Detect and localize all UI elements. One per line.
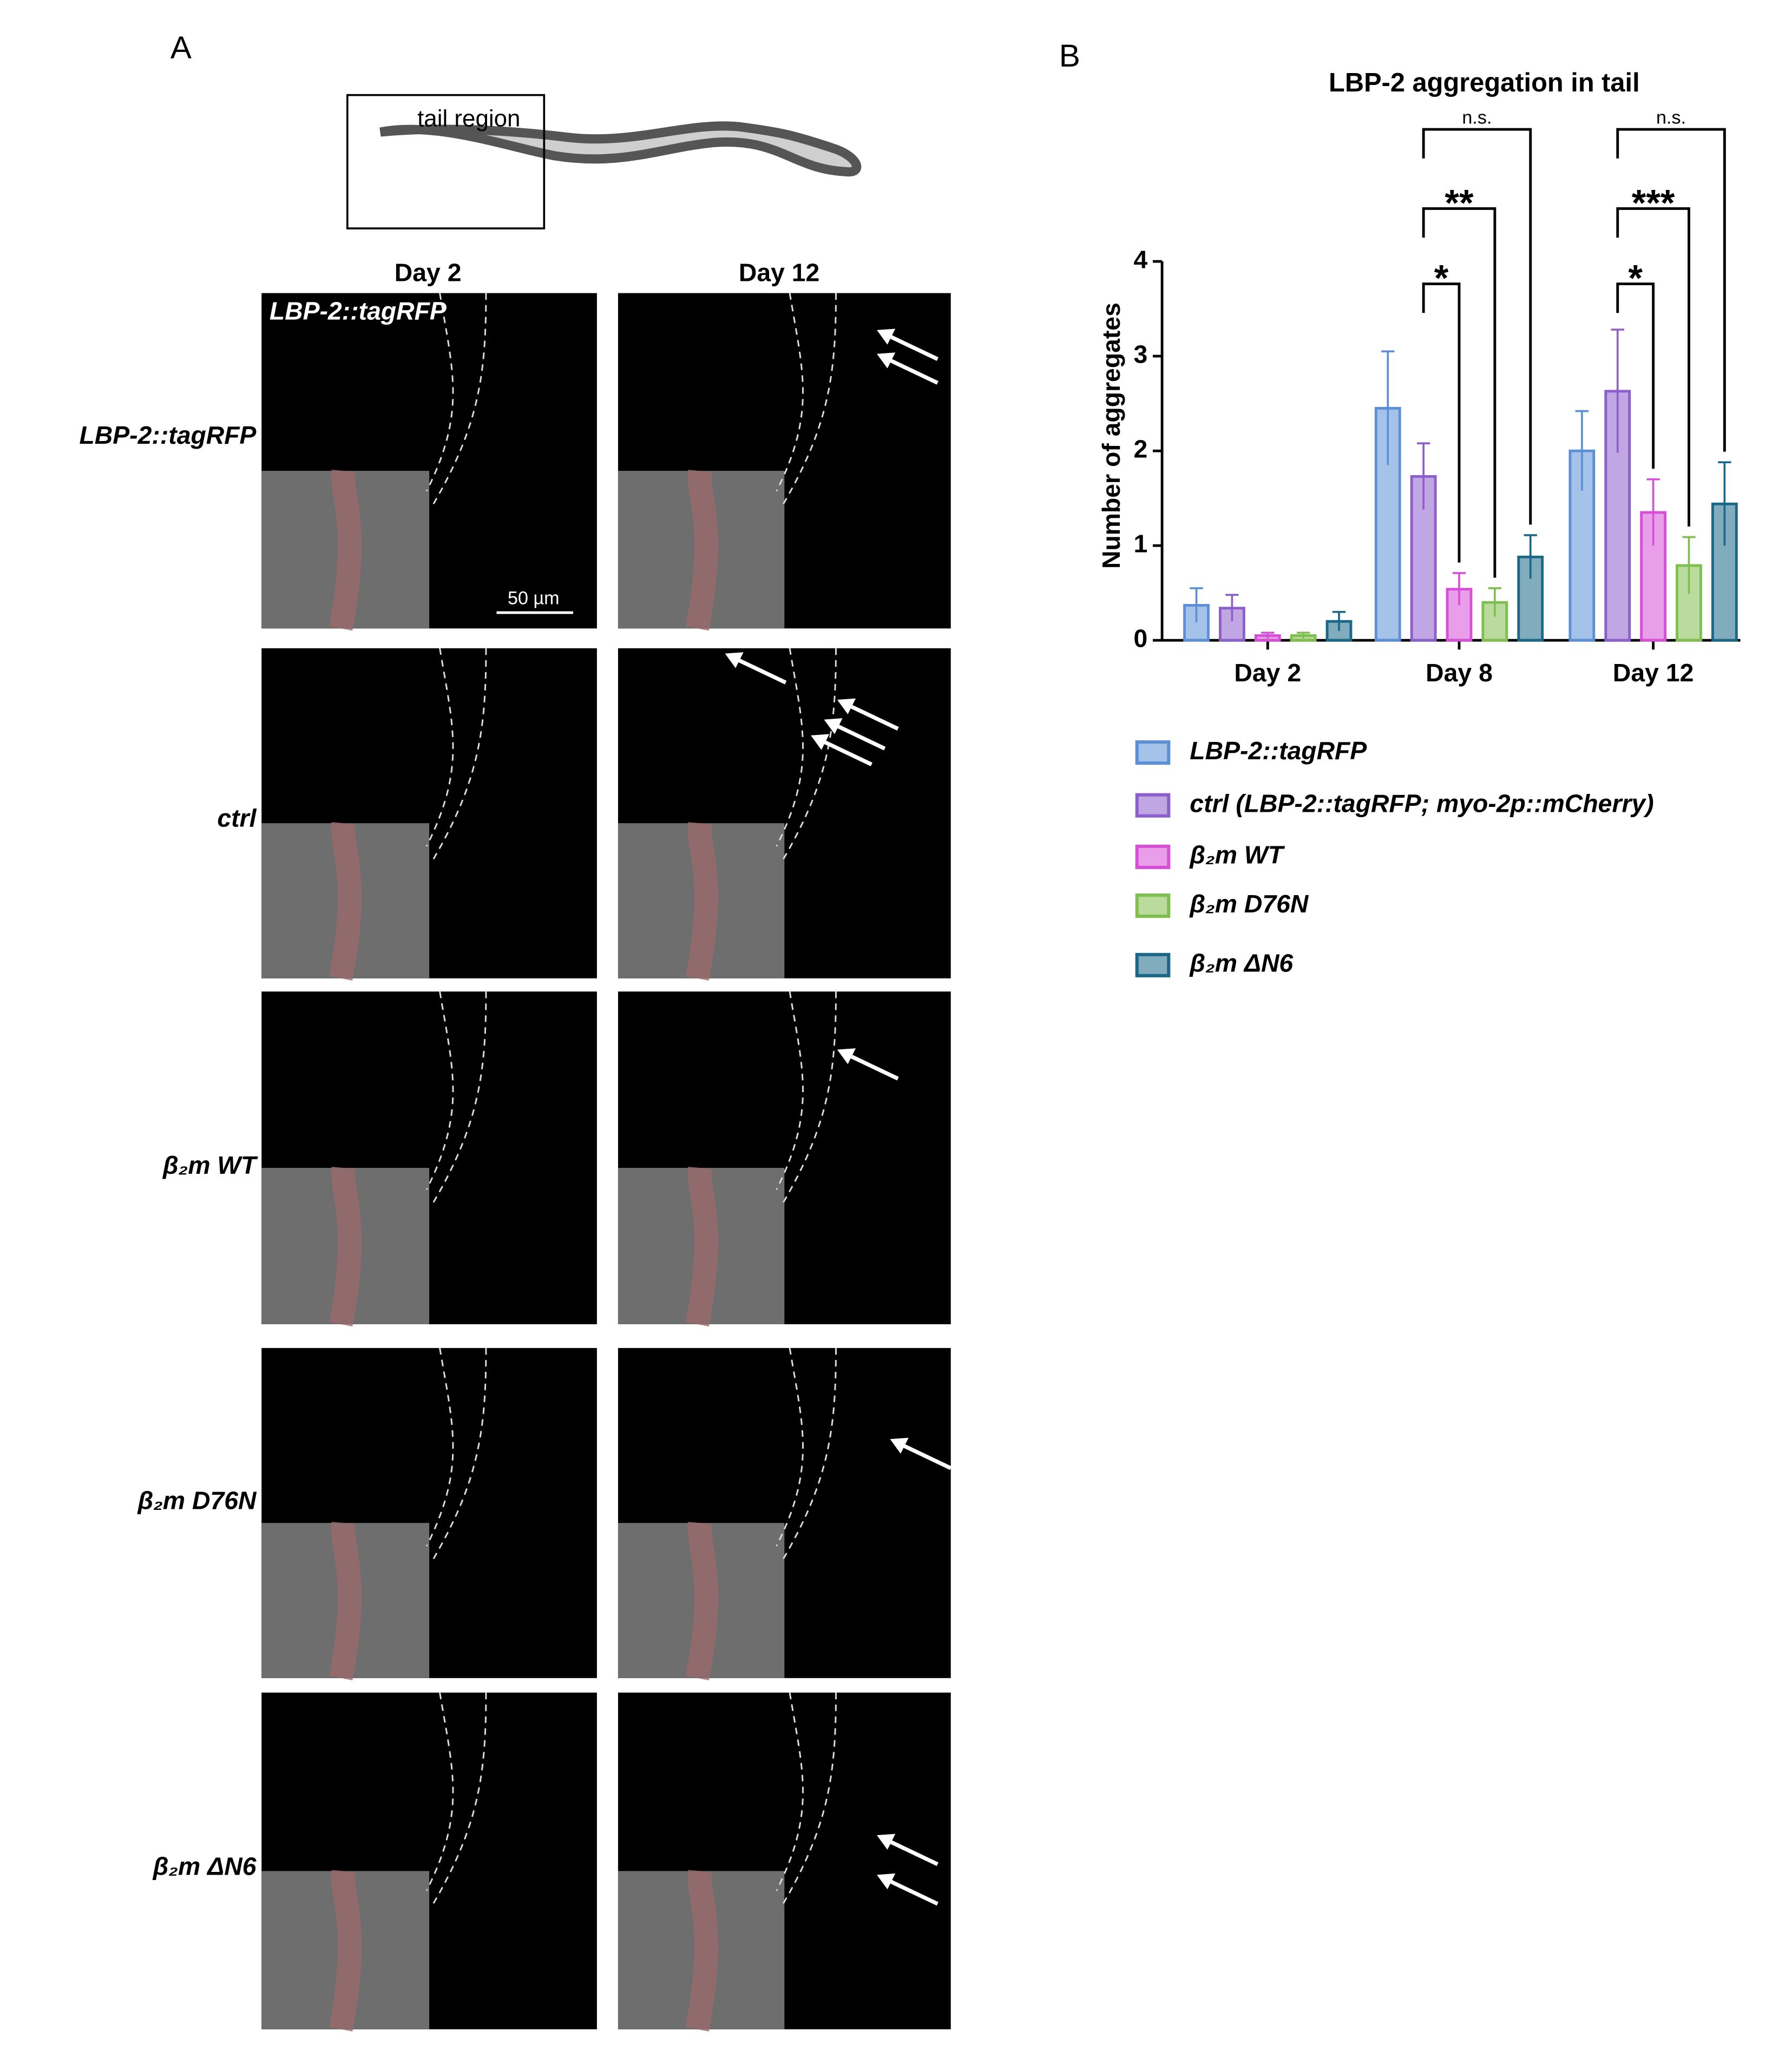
x-tick-label: Day 8 [1426, 659, 1493, 687]
outline [425, 991, 487, 1204]
arrow-head [811, 734, 830, 750]
y-tick-label: 2 [1133, 435, 1147, 463]
arrow [842, 700, 899, 731]
outline [425, 648, 487, 860]
column-label: Day 12 [739, 259, 819, 287]
significance-label: * [1434, 258, 1449, 299]
legend-swatch [1135, 793, 1171, 818]
arrow-head [877, 1833, 896, 1850]
significance-bracket [1616, 128, 1726, 452]
significance-bracket [1616, 207, 1690, 527]
legend-label: β₂m D76N [1189, 890, 1309, 918]
arrow [881, 1875, 938, 1906]
significance-label: n.s. [1656, 108, 1686, 128]
tail-box [346, 94, 546, 229]
arrow-head [824, 718, 843, 734]
legend-swatch [1135, 952, 1171, 977]
arrow [881, 1836, 938, 1867]
arrow-head [890, 1437, 909, 1454]
outline [776, 648, 837, 860]
legend-label: β₂m WT [1189, 841, 1285, 869]
image-label: LBP-2::tagRFP [270, 297, 447, 325]
significance-bracket [1422, 282, 1461, 563]
bar [1218, 607, 1245, 642]
worm-schematic [379, 121, 862, 177]
x-tick-label: Day 12 [1613, 659, 1693, 687]
legend-label: β₂m ΔN6 [1189, 949, 1294, 977]
significance-label: * [1628, 258, 1643, 299]
significance-bracket [1616, 282, 1655, 469]
arrow [894, 1440, 952, 1470]
worm-tail [685, 469, 718, 631]
significance-bracket [1422, 207, 1496, 578]
outline [425, 293, 487, 505]
outline [776, 1692, 837, 1904]
worm-tail [329, 822, 362, 981]
arrow [842, 1050, 899, 1081]
legend-swatch [1135, 740, 1171, 765]
significance-label: ** [1445, 183, 1474, 224]
arrow [729, 654, 787, 685]
row-label: β₂m WT [162, 1151, 258, 1179]
significance-label: n.s. [1462, 108, 1492, 128]
significance-label: *** [1632, 183, 1675, 224]
worm-tail [329, 1521, 362, 1680]
worm-tail [685, 822, 718, 981]
arrow-head [877, 328, 896, 345]
schematic-label: tail region [417, 106, 520, 132]
outline [425, 1692, 487, 1904]
y-tick-label: 3 [1133, 340, 1147, 368]
panel-label: B [1059, 38, 1080, 74]
worm-tail [329, 1870, 362, 2032]
legend-swatch [1135, 844, 1171, 869]
y-axis-label: Number of aggregates [1097, 303, 1125, 569]
outline [425, 1348, 487, 1560]
chart-title: LBP-2 aggregation in tail [1329, 68, 1640, 97]
bar [1446, 588, 1473, 642]
scale-bar-label: 50 µm [508, 588, 560, 609]
outline [776, 1348, 837, 1560]
arrow [828, 720, 886, 751]
arrow-head [837, 1048, 856, 1064]
arrow-head [877, 1873, 896, 1890]
x-tick-label: Day 2 [1234, 659, 1301, 687]
row-label: LBP-2::tagRFP [80, 421, 257, 449]
panel-label: A [170, 30, 192, 65]
worm-tail [329, 469, 362, 631]
outline [776, 991, 837, 1204]
row-label: β₂m ΔN6 [153, 1852, 257, 1880]
y-tick-label: 4 [1133, 245, 1147, 273]
arrow [815, 736, 872, 766]
arrow [881, 354, 938, 385]
significance-bracket [1422, 128, 1532, 525]
arrow-head [725, 652, 744, 668]
y-tick-label: 1 [1133, 529, 1147, 557]
row-label: β₂m D76N [137, 1487, 257, 1515]
worm-tail [685, 1870, 718, 2032]
legend-label: LBP-2::tagRFP [1190, 737, 1367, 765]
arrow [881, 331, 938, 361]
legend-swatch [1135, 893, 1171, 918]
worm-tail [685, 1166, 718, 1327]
worm-tail [329, 1166, 362, 1327]
legend-label: ctrl (LBP-2::tagRFP; myo-2p::mCherry) [1190, 789, 1653, 817]
arrow-head [877, 352, 896, 369]
column-label: Day 2 [395, 259, 462, 287]
arrow-head [837, 698, 856, 714]
y-tick-label: 0 [1133, 624, 1147, 652]
worm-tail [685, 1521, 718, 1680]
outline [776, 293, 837, 505]
row-label: ctrl [217, 804, 257, 832]
